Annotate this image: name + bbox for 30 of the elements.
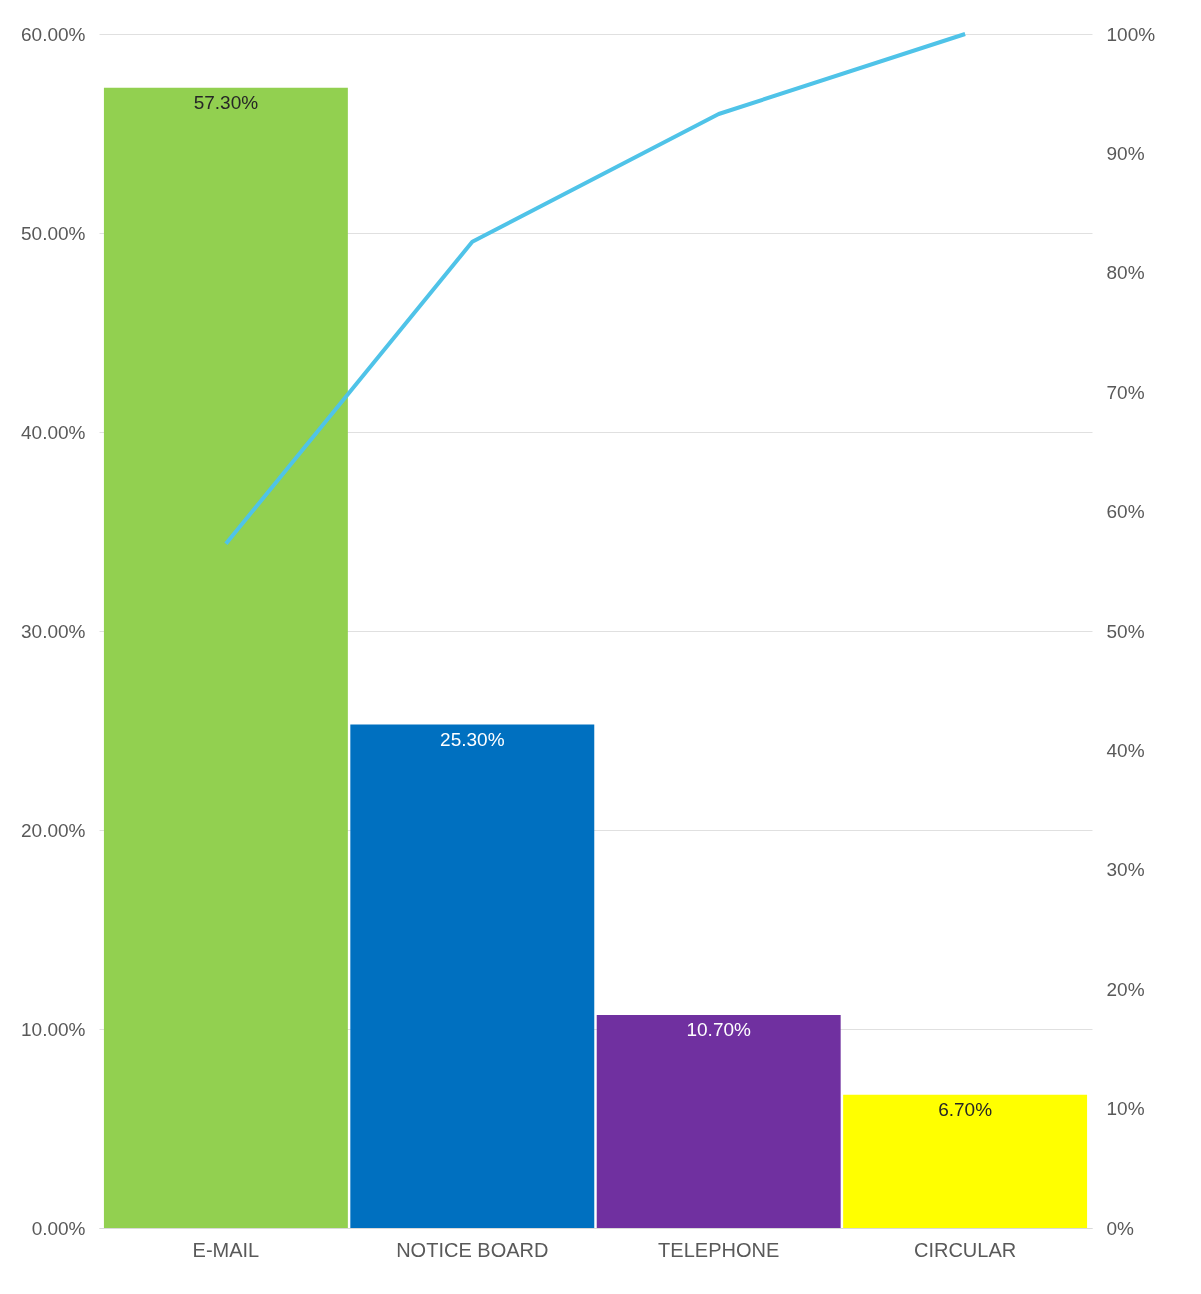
y2-tick-label: 90%	[1106, 142, 1145, 164]
data-label: 6.70%	[938, 1098, 993, 1120]
bar	[350, 724, 595, 1228]
y2-tick-label: 30%	[1106, 859, 1145, 881]
y2-tick-label: 0%	[1106, 1217, 1135, 1239]
bar	[103, 87, 348, 1228]
y-tick-label: 20.00%	[21, 819, 86, 841]
x-tick-label: TELEPHONE	[658, 1238, 780, 1261]
bar	[596, 1015, 841, 1228]
y2-tick-label: 100%	[1106, 23, 1156, 45]
y2-tick-label: 60%	[1106, 501, 1145, 523]
y-tick-label: 50.00%	[21, 222, 86, 244]
x-tick-label: NOTICE BOARD	[396, 1238, 549, 1261]
y2-tick-label: 70%	[1106, 381, 1145, 403]
y2-tick-label: 20%	[1106, 978, 1145, 1000]
y-tick-label: 60.00%	[21, 23, 86, 45]
y2-tick-label: 50%	[1106, 620, 1145, 642]
y2-tick-label: 10%	[1106, 1098, 1145, 1120]
x-tick-label: E-MAIL	[192, 1238, 260, 1261]
data-label: 57.30%	[193, 91, 259, 113]
data-label: 25.30%	[440, 728, 505, 750]
x-tick-label: CIRCULAR	[913, 1238, 1017, 1261]
y-tick-label: 30.00%	[21, 620, 86, 642]
bar	[843, 1094, 1088, 1228]
y-tick-label: 0.00%	[31, 1217, 86, 1239]
y2-tick-label: 80%	[1106, 262, 1145, 284]
y-tick-label: 40.00%	[21, 421, 86, 443]
y-tick-label: 10.00%	[21, 1018, 86, 1040]
data-label: 10.70%	[686, 1019, 752, 1041]
y2-tick-label: 40%	[1106, 739, 1145, 761]
